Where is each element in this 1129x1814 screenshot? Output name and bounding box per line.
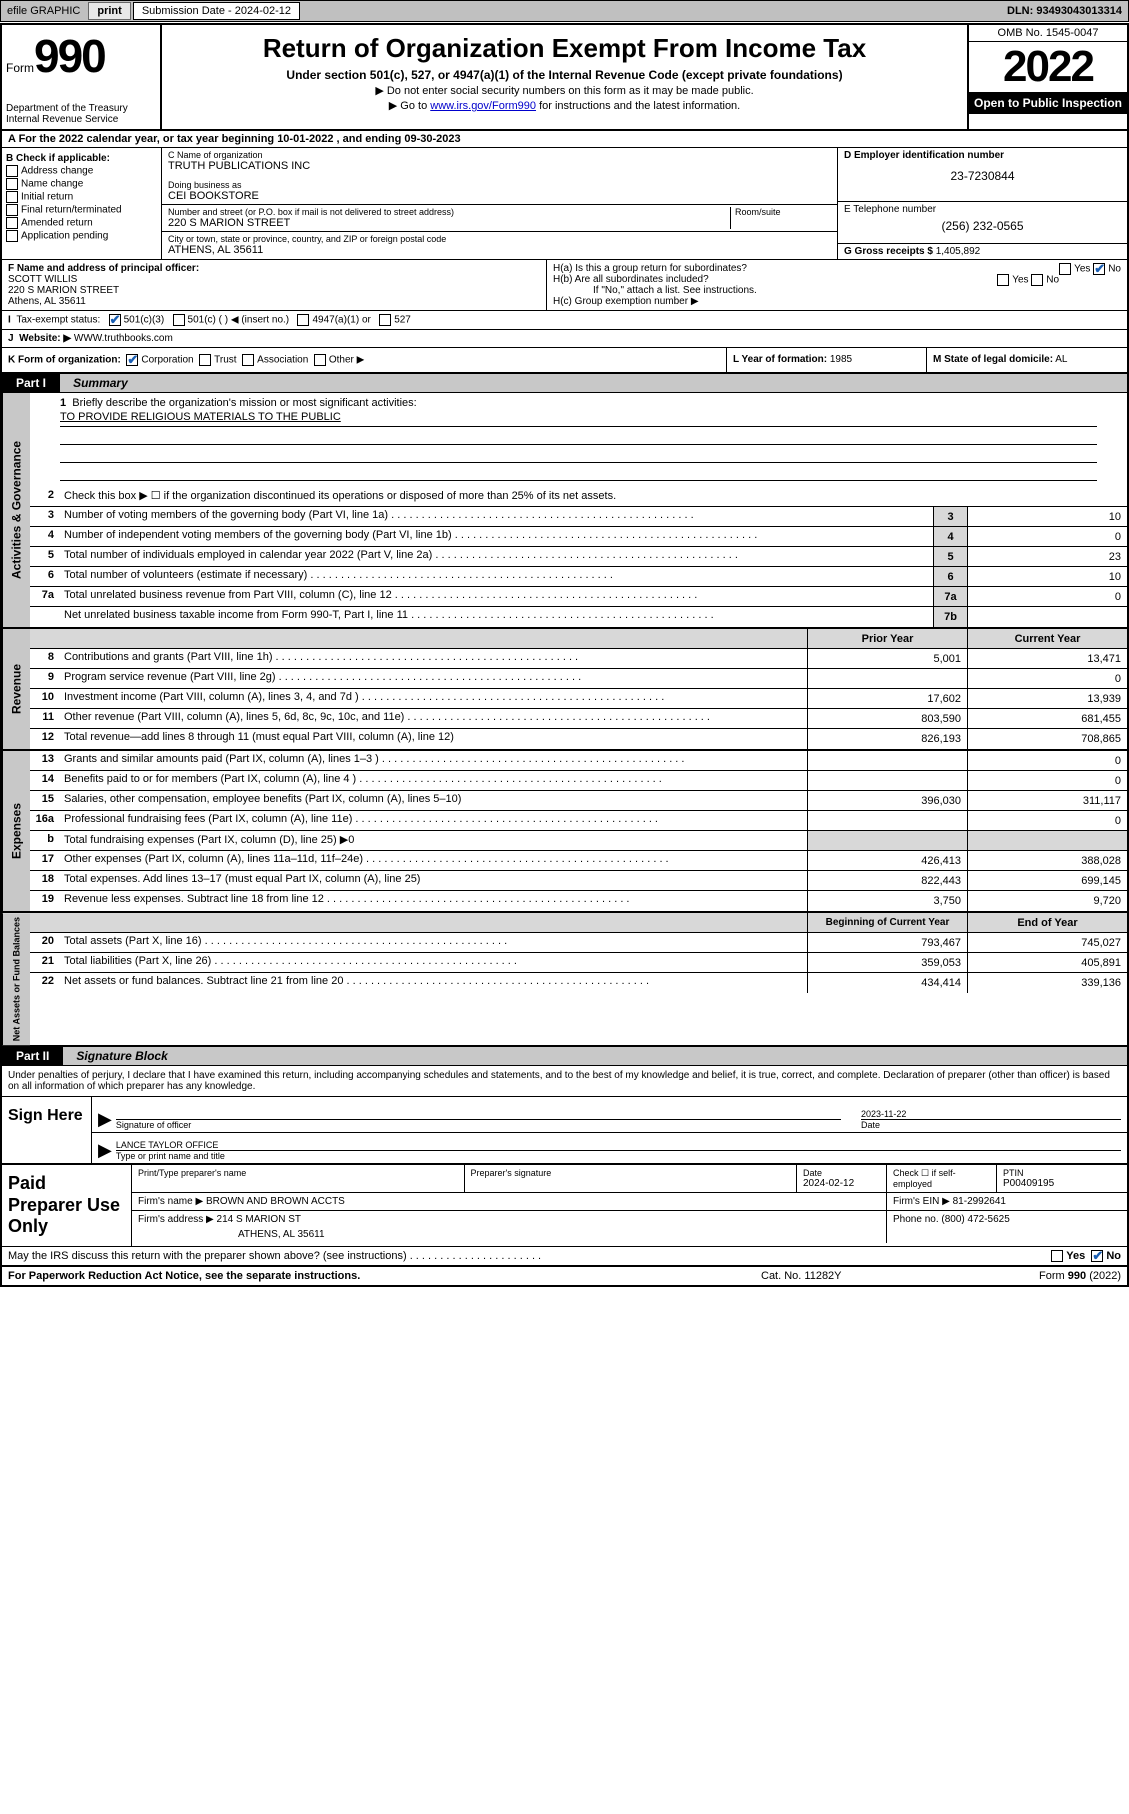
org-name-cell: C Name of organization TRUTH PUBLICATION… xyxy=(162,148,837,205)
line-9: 9Program service revenue (Part VIII, lin… xyxy=(30,669,1127,689)
dln-label: DLN: 93493043013314 xyxy=(1001,5,1128,17)
line-7b: Net unrelated business taxable income fr… xyxy=(30,607,1127,627)
revenue-section: Revenue Prior YearCurrent Year 8Contribu… xyxy=(2,629,1127,751)
form-page: Form990 Department of the Treasury Inter… xyxy=(0,23,1129,1287)
arrow-icon: ▶ xyxy=(98,1140,112,1161)
preparer-row-2: Firm's name ▶ BROWN AND BROWN ACCTS Firm… xyxy=(132,1193,1127,1211)
line-12: 12Total revenue—add lines 8 through 11 (… xyxy=(30,729,1127,749)
line-18: 18Total expenses. Add lines 13–17 (must … xyxy=(30,871,1127,891)
gross-receipts-cell: G Gross receipts $ 1,405,892 xyxy=(838,244,1127,259)
catalog-number: Cat. No. 11282Y xyxy=(761,1270,961,1282)
form-title: Return of Organization Exempt From Incom… xyxy=(172,33,957,64)
line-14: 14Benefits paid to or for members (Part … xyxy=(30,771,1127,791)
chk-amended-return[interactable]: Amended return xyxy=(6,217,157,229)
form-number: 990 xyxy=(34,30,105,82)
col-b-header: B Check if applicable: xyxy=(6,153,157,164)
chk-application-pending[interactable]: Application pending xyxy=(6,230,157,242)
form-label: Form xyxy=(6,61,34,75)
top-toolbar: efile GRAPHIC print Submission Date - 20… xyxy=(0,0,1129,22)
chk-initial-return[interactable]: Initial return xyxy=(6,191,157,203)
subtitle-3: ▶ Go to www.irs.gov/Form990 for instruct… xyxy=(172,99,957,112)
telephone-cell: E Telephone number (256) 232-0565 xyxy=(838,202,1127,244)
preparer-row-3: Firm's address ▶ 214 S MARION STATHENS, … xyxy=(132,1211,1127,1243)
submission-date: Submission Date - 2024-02-12 xyxy=(133,2,300,20)
paid-preparer-label: Paid Preparer Use Only xyxy=(2,1165,132,1246)
expenses-section: Expenses 13Grants and similar amounts pa… xyxy=(2,751,1127,913)
row-f-h: F Name and address of principal officer:… xyxy=(2,260,1127,311)
column-b-checkboxes: B Check if applicable: Address change Na… xyxy=(2,148,162,259)
net-assets-section: Net Assets or Fund Balances Beginning of… xyxy=(2,913,1127,1047)
governance-tab: Activities & Governance xyxy=(2,393,30,627)
header-left: Form990 Department of the Treasury Inter… xyxy=(2,25,162,129)
governance-section: Activities & Governance 1 Briefly descri… xyxy=(2,393,1127,629)
line-8: 8Contributions and grants (Part VIII, li… xyxy=(30,649,1127,669)
form-header: Form990 Department of the Treasury Inter… xyxy=(2,25,1127,131)
line-16a: 16aProfessional fundraising fees (Part I… xyxy=(30,811,1127,831)
line-10: 10Investment income (Part VIII, column (… xyxy=(30,689,1127,709)
form-number-footer: Form 990 (2022) xyxy=(961,1270,1121,1282)
line-13: 13Grants and similar amounts paid (Part … xyxy=(30,751,1127,771)
row-a-tax-year: A For the 2022 calendar year, or tax yea… xyxy=(2,131,1127,148)
line-22: 22Net assets or fund balances. Subtract … xyxy=(30,973,1127,993)
may-discuss-row: May the IRS discuss this return with the… xyxy=(2,1246,1127,1265)
line-7a: 7aTotal unrelated business revenue from … xyxy=(30,587,1127,607)
expenses-tab: Expenses xyxy=(2,751,30,911)
chk-name-change[interactable]: Name change xyxy=(6,178,157,190)
state-domicile: M State of legal domicile: AL xyxy=(927,348,1127,372)
line-19: 19Revenue less expenses. Subtract line 1… xyxy=(30,891,1127,911)
mission-block: 1 Briefly describe the organization's mi… xyxy=(30,393,1127,487)
page-footer: For Paperwork Reduction Act Notice, see … xyxy=(2,1265,1127,1285)
line-21: 21Total liabilities (Part X, line 26)359… xyxy=(30,953,1127,973)
row-i-tax-status: I Tax-exempt status: 501(c)(3) 501(c) ( … xyxy=(2,311,1127,330)
city-cell: City or town, state or province, country… xyxy=(162,232,837,258)
line-16b: bTotal fundraising expenses (Part IX, co… xyxy=(30,831,1127,851)
year-formation: L Year of formation: 1985 xyxy=(727,348,927,372)
line-15: 15Salaries, other compensation, employee… xyxy=(30,791,1127,811)
line-11: 11Other revenue (Part VIII, column (A), … xyxy=(30,709,1127,729)
subtitle-1: Under section 501(c), 527, or 4947(a)(1)… xyxy=(172,68,957,82)
header-middle: Return of Organization Exempt From Incom… xyxy=(162,25,967,129)
column-c-org-info: C Name of organization TRUTH PUBLICATION… xyxy=(162,148,837,259)
department-label: Department of the Treasury Internal Reve… xyxy=(6,103,156,125)
inspection-label: Open to Public Inspection xyxy=(969,92,1127,114)
omb-number: OMB No. 1545-0047 xyxy=(969,25,1127,42)
line-2: 2Check this box ▶ ☐ if the organization … xyxy=(30,487,1127,507)
row-j-website: J Website: ▶ WWW.truthbooks.com xyxy=(2,330,1127,348)
address-cell: Number and street (or P.O. box if mail i… xyxy=(162,205,837,232)
tax-year: 2022 xyxy=(969,42,1127,92)
chk-address-change[interactable]: Address change xyxy=(6,165,157,177)
chk-final-return[interactable]: Final return/terminated xyxy=(6,204,157,216)
year-header: Prior YearCurrent Year xyxy=(30,629,1127,649)
part-2-header: Part II Signature Block xyxy=(2,1047,1127,1066)
signature-declaration: Under penalties of perjury, I declare th… xyxy=(2,1066,1127,1097)
row-k-l-m: K Form of organization: Corporation Trus… xyxy=(2,348,1127,374)
net-assets-tab: Net Assets or Fund Balances xyxy=(2,913,30,1045)
line-3: 3Number of voting members of the governi… xyxy=(30,507,1127,527)
line-5: 5Total number of individuals employed in… xyxy=(30,547,1127,567)
sign-here-block: Sign Here ▶ Signature of officer 2023-11… xyxy=(2,1097,1127,1163)
line-17: 17Other expenses (Part IX, column (A), l… xyxy=(30,851,1127,871)
sign-here-label: Sign Here xyxy=(2,1097,92,1163)
balance-header: Beginning of Current YearEnd of Year xyxy=(30,913,1127,933)
ein-cell: D Employer identification number 23-7230… xyxy=(838,148,1127,202)
header-right: OMB No. 1545-0047 2022 Open to Public In… xyxy=(967,25,1127,129)
column-d-ein: D Employer identification number 23-7230… xyxy=(837,148,1127,259)
preparer-row-1: Print/Type preparer's name Preparer's si… xyxy=(132,1165,1127,1193)
print-button[interactable]: print xyxy=(88,2,130,20)
subtitle-2: ▶ Do not enter social security numbers o… xyxy=(172,84,957,97)
arrow-icon: ▶ xyxy=(98,1109,112,1130)
principal-officer: F Name and address of principal officer:… xyxy=(2,260,547,310)
part-1-header: Part I Summary xyxy=(2,374,1127,393)
revenue-tab: Revenue xyxy=(2,629,30,749)
irs-link[interactable]: www.irs.gov/Form990 xyxy=(430,100,536,112)
paperwork-notice: For Paperwork Reduction Act Notice, see … xyxy=(8,1270,761,1282)
efile-label: efile GRAPHIC xyxy=(1,5,86,17)
group-return: H(a) Is this a group return for subordin… xyxy=(547,260,1127,310)
paid-preparer-block: Paid Preparer Use Only Print/Type prepar… xyxy=(2,1163,1127,1246)
line-4: 4Number of independent voting members of… xyxy=(30,527,1127,547)
form-of-org: K Form of organization: Corporation Trus… xyxy=(2,348,727,372)
line-6: 6Total number of volunteers (estimate if… xyxy=(30,567,1127,587)
line-20: 20Total assets (Part X, line 16)793,4677… xyxy=(30,933,1127,953)
info-grid: B Check if applicable: Address change Na… xyxy=(2,148,1127,260)
